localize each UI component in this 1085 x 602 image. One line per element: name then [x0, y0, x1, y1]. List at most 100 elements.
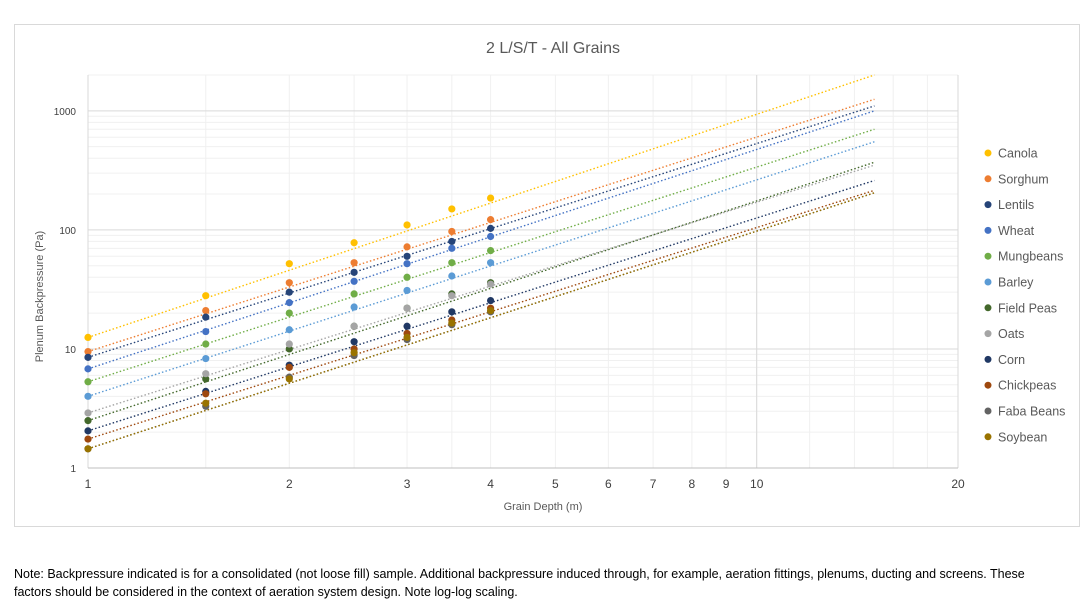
data-point — [84, 392, 92, 400]
data-point — [202, 390, 210, 398]
data-point — [285, 260, 293, 268]
data-point — [202, 327, 210, 336]
legend-label: Mungbeans — [998, 250, 1063, 264]
data-point — [448, 319, 456, 327]
legend-label: Soybean — [998, 430, 1047, 444]
data-point — [84, 445, 92, 453]
data-point — [285, 299, 293, 307]
data-point — [202, 313, 210, 321]
x-tick-label: 2 — [286, 477, 293, 491]
data-point — [202, 399, 210, 407]
legend-marker — [984, 381, 992, 389]
data-point — [202, 306, 210, 315]
trendline — [87, 74, 875, 339]
y-tick-label: 1 — [70, 464, 76, 475]
legend-label: Oats — [998, 327, 1024, 341]
data-point — [84, 333, 92, 342]
data-point — [486, 259, 495, 267]
data-point — [448, 244, 456, 252]
data-point — [285, 279, 293, 287]
data-point — [350, 338, 358, 346]
data-point — [202, 292, 210, 300]
data-point — [84, 409, 92, 417]
trendline — [87, 189, 875, 440]
data-point — [486, 232, 495, 241]
legend-label: Faba Beans — [998, 405, 1065, 419]
data-point — [403, 252, 411, 260]
data-point — [285, 340, 293, 348]
data-point — [350, 322, 358, 330]
chart-svg: 1 2 3 4 5 6 7 8 9 10 20 1 10 100 1000 2 L/S/T - All Gra… — [34, 40, 1065, 513]
x-tick-label: 7 — [650, 477, 657, 491]
data-point — [350, 349, 358, 357]
x-tick-label: 1 — [85, 477, 92, 491]
legend-marker — [984, 252, 992, 260]
data-point — [285, 363, 293, 371]
legend-marker — [984, 278, 992, 286]
data-point — [202, 370, 210, 378]
legend-marker — [984, 433, 992, 441]
x-tick-label: 4 — [487, 477, 494, 491]
data-point — [84, 365, 92, 373]
data-point — [448, 227, 456, 236]
data-point — [403, 322, 411, 330]
legend-marker — [984, 226, 992, 234]
x-tick-label: 5 — [552, 477, 559, 491]
data-point — [403, 243, 411, 251]
data-point — [350, 268, 358, 276]
data-point — [448, 237, 456, 246]
legend-marker — [984, 330, 992, 338]
legend-label: Lentils — [998, 198, 1034, 212]
data-point — [84, 347, 92, 356]
data-point — [350, 277, 358, 285]
data-point — [285, 375, 293, 383]
x-tick-label: 3 — [404, 477, 411, 491]
trendline — [87, 179, 875, 432]
chart-frame: 1 2 3 4 5 6 7 8 9 10 20 1 10 100 1000 2 L/S/T - All Gra… — [14, 24, 1080, 527]
data-point — [486, 216, 495, 224]
data-point — [285, 326, 293, 334]
x-tick-label: 10 — [750, 477, 764, 491]
data-point — [84, 378, 92, 386]
legend-marker — [984, 355, 992, 363]
y-tick-label: 1000 — [54, 107, 77, 118]
legend-label: Chickpeas — [998, 379, 1056, 393]
data-point — [486, 296, 495, 305]
data-point — [84, 427, 92, 435]
data-point — [350, 290, 358, 298]
trendline — [87, 192, 875, 450]
data-point — [84, 417, 92, 425]
chart-title: 2 L/S/T - All Grains — [486, 40, 620, 57]
data-point — [84, 435, 92, 443]
legend-marker — [984, 201, 992, 209]
x-tick-label: 9 — [723, 477, 730, 491]
data-point — [350, 303, 358, 311]
legend-label: Barley — [998, 276, 1034, 290]
legend-label: Sorghum — [998, 172, 1049, 186]
legend-marker — [984, 304, 992, 312]
data-point — [84, 353, 92, 361]
data-point — [403, 260, 411, 268]
data-point — [285, 345, 293, 353]
data-point — [448, 292, 456, 300]
trendline — [87, 141, 875, 397]
footnote: Note: Backpressure indicated is for a co… — [14, 567, 1025, 599]
trendline — [87, 110, 875, 370]
trendline — [87, 164, 875, 414]
legend-label: Field Peas — [998, 301, 1057, 315]
legend-marker — [984, 407, 992, 415]
data-point — [202, 340, 210, 348]
data-point — [285, 288, 293, 296]
data-point — [448, 272, 456, 280]
legend-label: Corn — [998, 353, 1025, 367]
legend-marker — [984, 175, 992, 183]
data-point — [403, 221, 411, 229]
y-tick-label: 10 — [65, 345, 77, 356]
x-tick-label: 20 — [951, 477, 965, 491]
data-point — [448, 308, 456, 316]
legend-label: Wheat — [998, 224, 1035, 238]
data-point — [350, 239, 358, 247]
data-point — [448, 205, 456, 213]
data-point — [350, 259, 358, 267]
data-point — [403, 286, 411, 295]
